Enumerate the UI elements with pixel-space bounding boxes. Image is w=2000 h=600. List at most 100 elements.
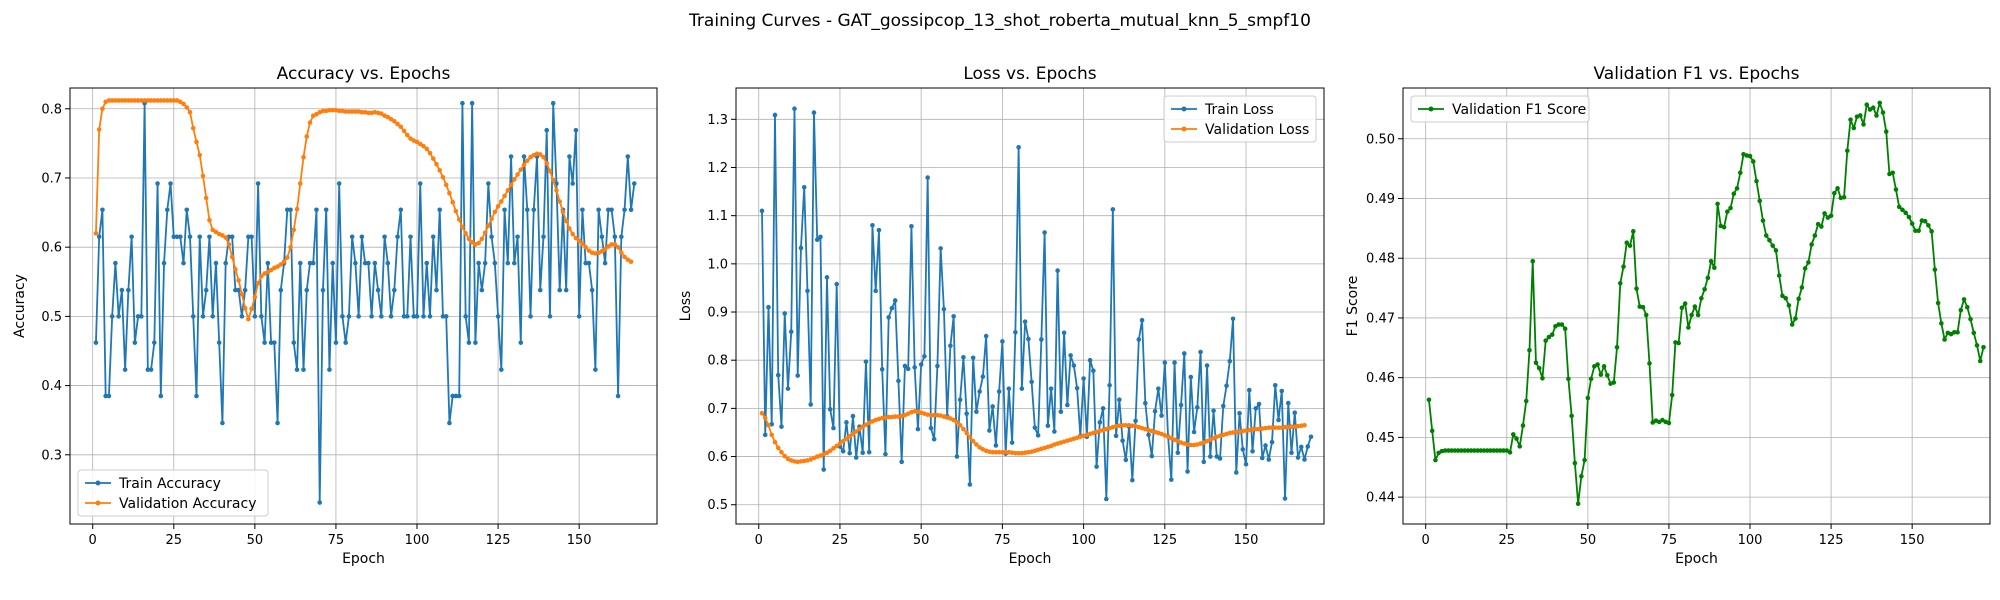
data-point <box>964 430 969 436</box>
data-point <box>278 262 284 267</box>
data-point <box>440 314 446 319</box>
data-point <box>122 98 128 103</box>
data-point <box>1968 316 1973 322</box>
data-point <box>795 373 801 378</box>
data-point <box>593 367 598 372</box>
data-point <box>190 125 196 131</box>
data-point <box>814 237 820 243</box>
data-point <box>1559 322 1565 327</box>
data-point <box>811 110 817 115</box>
data-point <box>1250 448 1255 454</box>
data-point <box>1731 191 1737 197</box>
data-point <box>103 393 108 399</box>
data-point <box>1091 368 1096 374</box>
data-point <box>1689 312 1694 318</box>
legend-swatch-marker <box>1428 106 1434 112</box>
y-tick-label: 0.3 <box>41 448 62 463</box>
data-point <box>1575 501 1581 506</box>
data-point <box>1903 210 1908 216</box>
data-point <box>974 409 979 415</box>
data-point <box>346 109 352 114</box>
data-point <box>1789 322 1795 327</box>
data-point <box>541 154 546 160</box>
data-point <box>126 98 131 103</box>
data-point <box>996 389 1002 394</box>
data-point <box>158 393 164 399</box>
data-point <box>174 234 180 240</box>
data-point <box>570 181 575 186</box>
data-point <box>1113 433 1119 439</box>
data-point <box>437 168 443 173</box>
data-point <box>366 110 371 116</box>
data-point <box>340 314 345 319</box>
x-tick-label: 0 <box>1422 533 1430 548</box>
data-point <box>1647 361 1652 366</box>
data-point <box>1757 198 1763 204</box>
x-axis-label: Epoch <box>1675 551 1718 567</box>
x-tick-label: 125 <box>1152 533 1177 548</box>
data-point <box>1536 365 1542 371</box>
data-point <box>996 449 1002 455</box>
y-tick-label: 0.4 <box>41 379 62 394</box>
y-tick-label: 0.50 <box>1366 132 1395 147</box>
data-point <box>155 98 160 103</box>
data-point <box>453 208 459 214</box>
data-point <box>1621 264 1626 269</box>
data-point <box>844 420 849 425</box>
data-point <box>1272 382 1278 388</box>
data-point <box>1721 224 1727 230</box>
legend-label: Train Loss <box>1204 102 1274 118</box>
data-point <box>262 340 267 345</box>
data-point <box>1585 395 1591 401</box>
data-point <box>909 223 914 229</box>
x-tick-label: 150 <box>1900 533 1925 548</box>
data-point <box>941 306 947 312</box>
data-point <box>860 450 865 456</box>
data-point <box>990 449 995 455</box>
data-point <box>827 448 833 454</box>
data-point <box>892 298 898 303</box>
data-point <box>876 227 882 233</box>
data-point <box>1295 455 1301 460</box>
data-point <box>229 234 235 240</box>
data-point <box>203 287 209 293</box>
data-point <box>918 362 924 367</box>
data-point <box>1455 448 1461 453</box>
data-point <box>1032 425 1038 430</box>
data-point <box>492 209 498 215</box>
data-point <box>210 314 215 319</box>
data-point <box>1156 386 1161 391</box>
data-point <box>447 420 452 426</box>
data-point <box>1000 339 1005 344</box>
data-point <box>135 314 141 319</box>
data-point <box>275 420 280 426</box>
data-point <box>518 167 524 172</box>
legend: Train Accuracy Validation Accuracy <box>77 469 269 517</box>
chart-panels: 0 25 50 75 100 125 150 0.3 0.4 0.5 0.6 0.7 0.8 Accura… <box>12 64 1991 567</box>
data-point <box>194 393 199 399</box>
data-point <box>197 234 203 240</box>
data-point <box>847 450 852 456</box>
data-point <box>1770 243 1776 248</box>
data-point <box>116 98 121 103</box>
x-tick-label: 100 <box>1071 533 1096 548</box>
data-point <box>1452 448 1458 453</box>
data-point <box>602 246 608 252</box>
data-point <box>239 291 245 297</box>
data-point <box>502 207 507 213</box>
data-point <box>993 449 999 455</box>
data-point <box>479 287 485 293</box>
data-point <box>544 127 550 133</box>
data-point <box>161 260 167 266</box>
data-point <box>1220 403 1226 409</box>
data-point <box>957 422 963 428</box>
data-point <box>1786 303 1792 308</box>
data-point <box>106 98 112 103</box>
data-point <box>954 420 960 425</box>
data-point <box>1000 449 1005 455</box>
data-point <box>1240 447 1246 452</box>
data-point <box>1614 344 1620 350</box>
data-point <box>395 121 400 127</box>
data-point <box>499 199 504 204</box>
data-point <box>1139 317 1145 323</box>
